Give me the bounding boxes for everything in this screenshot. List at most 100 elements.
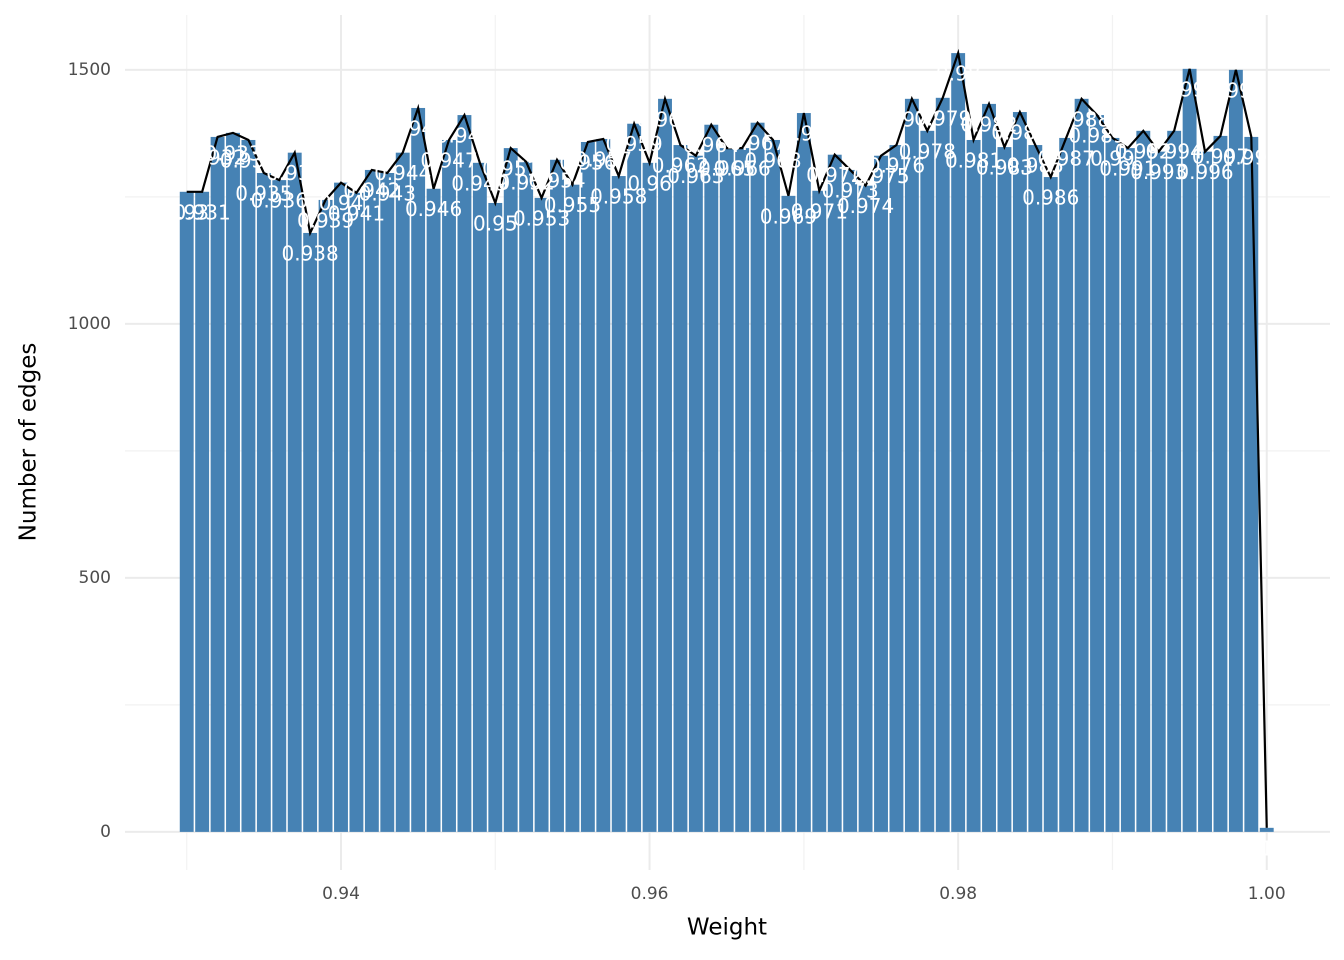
- bar: [349, 192, 364, 832]
- line: [186, 48, 1268, 828]
- bar: [411, 107, 426, 832]
- bar: [1059, 137, 1074, 832]
- data-label: 0.963: [667, 164, 724, 188]
- bar: [287, 152, 302, 832]
- bar: [1074, 98, 1089, 832]
- bar: [534, 197, 549, 832]
- data-label: 0.945: [390, 116, 447, 140]
- data-label: 0.972: [806, 163, 863, 187]
- data-label: 1: [1260, 836, 1273, 860]
- bar: [550, 159, 564, 832]
- data-label: 0.97: [782, 122, 827, 146]
- bar: [519, 161, 534, 832]
- data-label: 0.938: [282, 241, 339, 265]
- bar: [1120, 148, 1135, 832]
- bar: [812, 190, 827, 832]
- data-label: 0.975: [852, 164, 909, 188]
- data-label: 0.983: [976, 156, 1033, 180]
- data-label: 0.971: [791, 199, 848, 223]
- data-label: 0.992: [1115, 139, 1172, 163]
- bar: [442, 139, 456, 832]
- bar: [179, 191, 194, 832]
- bar: [688, 155, 703, 832]
- bar: [796, 113, 811, 832]
- y-axis-title: Number of edges: [16, 343, 42, 542]
- bar: [426, 188, 441, 832]
- data-label: 0.984: [991, 121, 1048, 145]
- bar: [1167, 130, 1182, 832]
- data-label: 0.974: [837, 194, 894, 218]
- bar: [1198, 151, 1212, 832]
- data-label: 0.996: [1176, 160, 1233, 184]
- data-label: 0.976: [868, 154, 925, 178]
- bar: [1043, 177, 1058, 832]
- bar: [719, 148, 734, 832]
- data-label: 0.977: [883, 107, 940, 131]
- bar: [318, 199, 333, 832]
- bar: [735, 148, 750, 832]
- bar: [272, 180, 287, 832]
- data-label: 0.947: [420, 148, 477, 172]
- y-tick-label: 500: [79, 568, 111, 588]
- data-label: 0.939: [297, 208, 354, 232]
- bar: [395, 152, 410, 832]
- data-label: 0.955: [544, 193, 601, 217]
- data-label: 0.966: [714, 157, 771, 181]
- bar: [1136, 130, 1151, 832]
- marks: 0.930.9310.9320.9330.9340.9350.9360.9370…: [164, 48, 1280, 860]
- data-label: 0.933: [204, 141, 261, 165]
- data-label: 0.973: [822, 178, 879, 202]
- data-label: 0.979: [914, 106, 971, 130]
- data-label: 0.991: [1099, 157, 1156, 181]
- bar: [611, 176, 626, 832]
- data-label: 0.994: [1146, 139, 1203, 163]
- data-label: 0.964: [683, 133, 740, 157]
- bar: [935, 97, 950, 832]
- bar: [241, 139, 256, 832]
- data-label: 0.988: [1053, 107, 1110, 131]
- bar: [256, 172, 271, 832]
- bar: [750, 122, 765, 832]
- data-label: 0.993: [1130, 160, 1187, 184]
- data-label: 0.958: [590, 185, 647, 209]
- data-label: 0.99: [1090, 146, 1135, 170]
- data-label: 0.954: [528, 168, 585, 192]
- bar: [503, 148, 518, 832]
- data-label: 0.987: [1038, 146, 1095, 170]
- data-label: 0.943: [359, 181, 416, 205]
- bar: [843, 169, 858, 832]
- data-label: 0.969: [760, 204, 817, 228]
- bar: [1244, 136, 1259, 832]
- data-label: 0.981: [945, 148, 1002, 172]
- bar: [827, 154, 842, 832]
- bar: [889, 145, 904, 832]
- bar: [1012, 112, 1027, 832]
- data-label: 0.962: [652, 154, 709, 178]
- data-label: 0.93: [164, 200, 209, 224]
- data-label: 0.951: [482, 157, 539, 181]
- bar: [951, 53, 966, 832]
- y-tick-label: 0: [100, 822, 111, 842]
- data-label: 0.946: [405, 197, 462, 221]
- data-label: 0.98: [936, 62, 981, 86]
- x-tick-label: 1.00: [1248, 884, 1286, 904]
- data-label: 0.986: [1022, 186, 1079, 210]
- data-label: 0.942: [343, 178, 400, 202]
- data-label: 0.936: [251, 189, 308, 213]
- bar: [195, 191, 210, 832]
- bar: [673, 145, 688, 832]
- data-label: 0.948: [436, 124, 493, 148]
- bar: [364, 169, 379, 832]
- data-label: 0.932: [189, 145, 246, 169]
- bar: [920, 130, 935, 832]
- y-tick-label: 1500: [68, 60, 111, 80]
- bar: [627, 123, 642, 832]
- data-label: 0.997: [1192, 144, 1249, 168]
- y-tick-label: 1000: [68, 314, 111, 334]
- bar: [457, 115, 472, 832]
- bar: [226, 132, 240, 832]
- bar: [874, 155, 888, 832]
- bar: [210, 136, 225, 832]
- data-label: 0.968: [744, 148, 801, 172]
